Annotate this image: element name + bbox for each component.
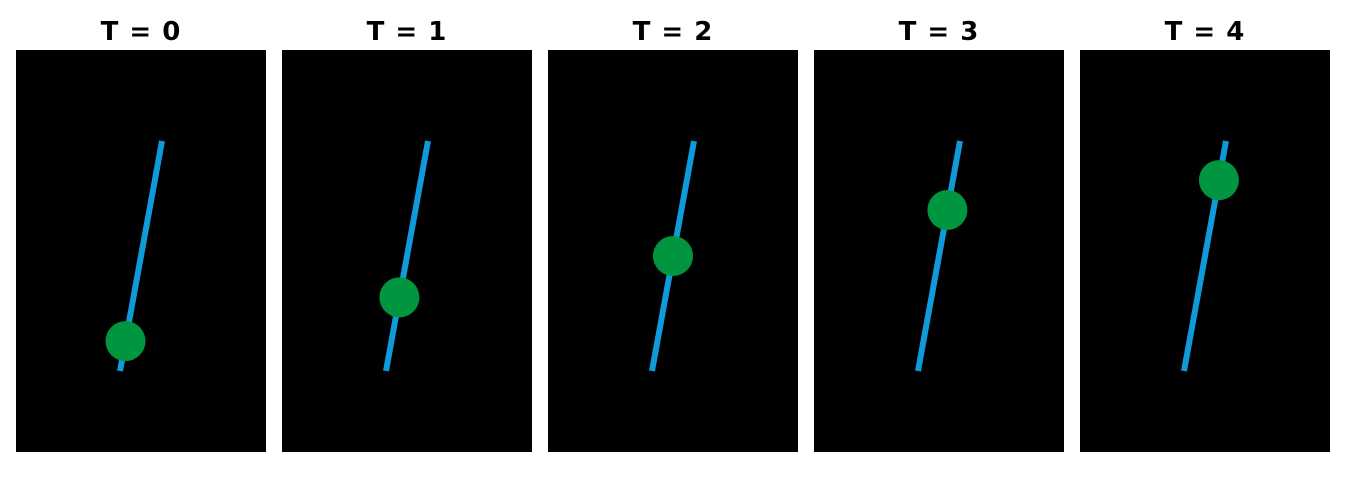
frame-panel — [814, 50, 1064, 452]
bead — [927, 190, 968, 230]
frame-4: T = 4 — [1080, 14, 1330, 452]
frame-panel — [16, 50, 266, 452]
frame-title: T = 4 — [1164, 17, 1246, 47]
frame-panel — [282, 50, 532, 452]
frame-0: T = 0 — [16, 14, 266, 452]
bead — [653, 236, 693, 276]
frame-title: T = 2 — [632, 17, 714, 47]
frame-panel — [1080, 50, 1330, 452]
frame-2: T = 2 — [548, 14, 798, 452]
frame-title: T = 3 — [898, 17, 980, 47]
frame-panel — [548, 50, 798, 452]
rod — [915, 140, 963, 372]
rod — [383, 140, 431, 372]
bead — [105, 321, 146, 362]
frame-1: T = 1 — [282, 14, 532, 452]
frame-title: T = 0 — [100, 17, 182, 47]
frame-title: T = 1 — [366, 17, 448, 47]
frame-3: T = 3 — [814, 14, 1064, 452]
bead — [379, 277, 420, 318]
bead — [1198, 160, 1239, 201]
